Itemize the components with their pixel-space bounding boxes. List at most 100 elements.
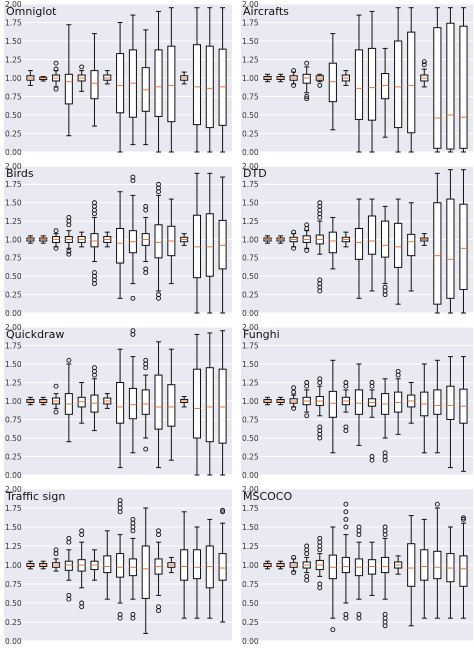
box-16 [459,515,468,619]
outlier-point [317,581,323,587]
outlier-point [66,592,72,598]
box-7 [103,393,112,409]
y-tick-label: 0.50 [5,272,22,281]
y-tick-label: 2.00 [5,0,22,9]
box-6 [328,33,337,131]
box-1 [263,396,272,406]
box-8 [116,22,125,153]
y-tick-label: 0.00 [242,637,259,646]
outlier-point [53,245,59,251]
y-tick-label: 1.00 [242,235,259,244]
iqr-box [367,215,377,255]
box-7 [341,380,350,434]
y-tick-label: 1.00 [5,397,22,406]
box-15 [446,169,455,314]
panel-omniglot: 0.00 0.25 0.50 0.75 1.00 1.25 1.50 1.75 2.00Omni… [4,0,232,157]
outlier-point [395,368,401,374]
box-4 [64,357,73,443]
box-12 [167,348,176,461]
box-14 [192,333,201,476]
outlier-point [53,409,59,415]
box-10 [381,47,390,138]
box-7 [341,501,350,621]
box-16 [218,176,227,314]
y-tick-label: 0.25 [5,618,22,627]
outlier-point [343,501,349,507]
box-1 [26,70,35,86]
box-6 [328,359,337,454]
outlier-point [220,509,226,515]
iqr-box [446,385,455,421]
y-tick-label: 1.25 [5,55,22,64]
y-tick-label: 0.50 [5,599,22,608]
y-tick-label: 0.00 [242,309,259,318]
outlier-point [421,59,427,65]
box-1 [26,560,35,570]
iqr-box [381,220,390,258]
panel-title: Traffic sign [5,490,65,503]
panel-mscoco: 0.00 0.25 0.50 0.75 1.00 1.25 1.50 1.75 2.00MSCO… [241,485,473,646]
y-tick-label: 0.75 [242,580,259,589]
iqr-box [341,556,350,574]
box-2 [39,235,48,244]
box-3 [289,229,298,251]
outlier-point [382,524,388,530]
iqr-box [433,389,442,415]
box-7 [341,70,350,86]
y-tick-label: 0.25 [5,452,22,461]
box-12 [167,7,176,153]
outlier-point [317,535,323,541]
box-7 [103,231,112,248]
box-8 [354,524,364,621]
box-10 [141,357,150,452]
panel-title: Birds [6,167,34,180]
y-tick-label: 1.25 [242,55,259,64]
box-14 [192,172,201,314]
box-15 [205,7,214,153]
outlier-point [461,515,466,521]
y-tick-label: 1.25 [5,378,22,387]
box-11 [154,528,163,614]
outlier-point [317,424,323,430]
iqr-box [381,73,390,100]
iqr-box [116,53,125,114]
iqr-box [192,368,201,439]
box-9 [128,328,137,454]
box-5 [315,376,324,441]
panel-aircrafts: 0.00 0.25 0.50 0.75 1.00 1.25 1.50 1.75 2.00Airc… [241,0,473,157]
y-tick-label: 2.00 [242,323,259,332]
box-5 [77,528,86,610]
box-7 [103,530,112,600]
y-tick-label: 1.00 [242,397,259,406]
box-3 [289,68,298,88]
outlier-point [304,94,310,99]
panel-title: DTD [243,167,267,180]
iqr-box [154,374,163,430]
panel-title: Aircrafts [243,5,289,18]
iqr-box [394,40,403,129]
y-tick-label: 0.00 [5,148,22,157]
box-4 [302,380,311,419]
outlier-point [291,385,297,391]
iqr-box [116,382,125,424]
y-tick-label: 0.50 [242,434,259,443]
y-tick-label: 1.50 [242,37,259,46]
iqr-box [302,73,311,84]
panel-quickdraw: 0.00 0.25 0.50 0.75 1.00 1.25 1.50 1.75 2.00Quic… [4,323,232,480]
box-11 [394,7,403,153]
y-tick-label: 0.25 [242,618,259,627]
y-tick-label: 0.00 [5,309,22,318]
outlier-point [343,611,349,617]
outlier-point [79,600,85,606]
box-4 [64,214,73,257]
box-4 [64,24,73,137]
outlier-point [291,229,297,235]
box-3 [52,547,61,572]
box-2 [39,76,48,82]
y-tick-label: 1.50 [5,199,22,208]
iqr-box [446,198,455,299]
iqr-box [192,44,201,126]
box-16 [459,169,468,314]
box-6 [90,33,99,127]
y-tick-label: 1.75 [5,341,22,350]
